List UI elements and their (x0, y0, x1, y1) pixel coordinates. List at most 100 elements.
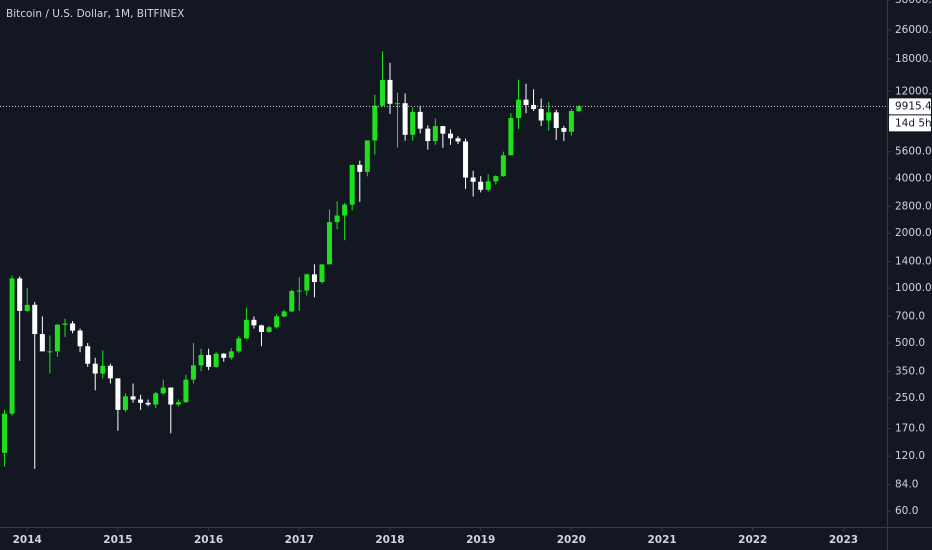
candle-body (304, 274, 310, 291)
candle-body (206, 354, 212, 367)
y-tick-label: 1400.0 (895, 255, 932, 267)
x-tick-label: 2014 (13, 534, 42, 546)
candle-body (85, 346, 91, 364)
x-tick-label: 2018 (375, 534, 404, 546)
candle-body (387, 79, 393, 104)
candle-body (425, 128, 431, 142)
last-price-label: 9915.4 (895, 100, 932, 112)
candle-body (274, 316, 280, 328)
candle-body (175, 402, 181, 405)
candle-body (410, 111, 416, 135)
candle-body (221, 353, 227, 358)
candle-body (357, 164, 363, 172)
candle-body (289, 290, 295, 312)
candle-body (349, 164, 355, 205)
candle-body (417, 111, 423, 129)
last-price-box (889, 98, 931, 115)
y-tick-label: 2800.0 (895, 201, 932, 213)
candle-body (447, 133, 453, 139)
y-tick-label: 5600.0 (895, 146, 932, 158)
candle-body (77, 330, 83, 347)
candle-body (160, 387, 166, 394)
candle-body (326, 222, 332, 265)
candle-body (281, 311, 287, 317)
y-tick-label: 120.0 (895, 450, 925, 462)
y-tick-label: 4000.0 (895, 172, 932, 184)
candle-body (228, 351, 234, 358)
x-tick-label: 2017 (285, 534, 314, 546)
candle-body (311, 274, 317, 283)
y-tick-label: 38000.0 (895, 0, 932, 6)
candle-body (485, 181, 491, 190)
candle-body (576, 106, 582, 112)
y-tick-label: 60.0 (895, 505, 918, 517)
candle-body (432, 126, 438, 142)
candle-body (198, 354, 204, 366)
candle-body (122, 396, 128, 410)
candle-body (372, 105, 378, 141)
x-tick-label: 2016 (194, 534, 223, 546)
candle-body (115, 378, 121, 410)
candle-body (24, 304, 30, 311)
candle-body (478, 181, 484, 190)
candle-body (138, 399, 144, 403)
candle-body (266, 327, 272, 332)
candle-body (334, 215, 340, 223)
candle-body (538, 108, 544, 121)
y-tick-label: 84.0 (895, 478, 918, 490)
candle-body (100, 365, 106, 374)
candle-body (92, 363, 98, 374)
candle-body (296, 290, 302, 292)
candle-body (440, 126, 446, 134)
x-tick-label: 2020 (557, 534, 586, 546)
candle-body (130, 396, 136, 400)
candle-body (190, 365, 196, 380)
candle-body (17, 278, 23, 311)
candle-body (553, 112, 559, 129)
candle-body (463, 141, 469, 178)
candle-body (2, 413, 8, 453)
candle-body (523, 99, 529, 105)
x-tick-label: 2023 (829, 534, 858, 546)
candle-body (251, 319, 257, 326)
candle-body (258, 325, 264, 332)
x-tick-label: 2019 (466, 534, 495, 546)
candle-body (470, 177, 476, 182)
y-tick-label: 700.0 (895, 310, 925, 322)
countdown-label: 14d 5h (895, 117, 932, 129)
candle-body (47, 351, 53, 353)
candle-body (568, 111, 574, 132)
candle-body (342, 204, 348, 216)
candle-body (9, 278, 15, 414)
candle-body (395, 103, 401, 105)
candle-body (455, 138, 461, 142)
x-tick-label: 2015 (103, 534, 132, 546)
x-tick-label: 2021 (647, 534, 676, 546)
candle-body (183, 379, 189, 403)
y-tick-label: 1000.0 (895, 282, 932, 294)
candle-body (402, 103, 408, 135)
y-tick-label: 250.0 (895, 392, 925, 404)
candle-body (32, 304, 38, 335)
candle-body (493, 176, 499, 182)
y-tick-label: 18000.0 (895, 53, 932, 65)
y-tick-label: 500.0 (895, 337, 925, 349)
candle-body (39, 334, 45, 352)
candle-body (243, 319, 249, 339)
y-tick-label: 170.0 (895, 422, 925, 434)
chart-title: Bitcoin / U.S. Dollar, 1M, BITFINEX (6, 8, 184, 20)
candle-body (379, 79, 385, 106)
candle-body (236, 338, 242, 352)
candle-body (70, 323, 76, 331)
y-tick-label: 350.0 (895, 365, 925, 377)
candle-body (531, 104, 537, 109)
candle-body (54, 324, 60, 352)
countdown-box (889, 115, 931, 132)
candle-body (561, 128, 567, 132)
candle-body (500, 155, 506, 177)
candle-body (213, 353, 219, 367)
candle-body (516, 99, 522, 119)
candle-body (107, 365, 113, 379)
